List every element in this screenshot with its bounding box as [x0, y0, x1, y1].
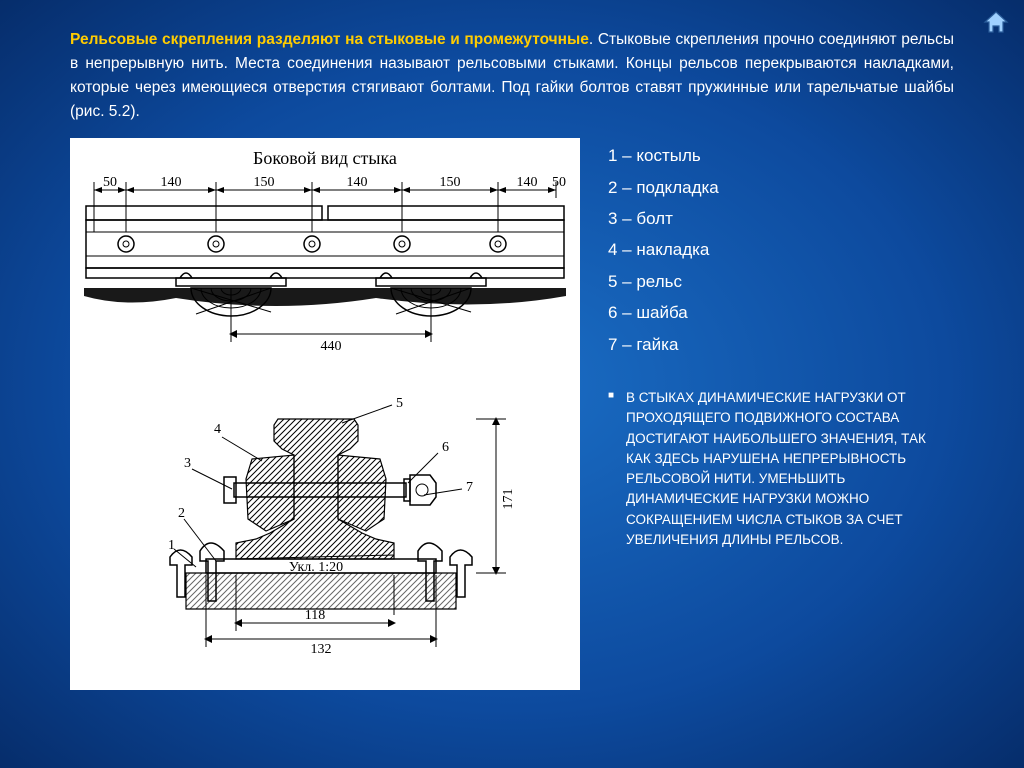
dim-label: 440	[321, 339, 342, 354]
intro-paragraph: Рельсовые скрепления разделяют на стыков…	[70, 28, 954, 124]
callout: 7	[466, 480, 473, 495]
legend-item: 1 – костыль	[608, 140, 954, 171]
home-icon[interactable]	[982, 8, 1010, 36]
legend-item: 2 – подкладка	[608, 172, 954, 203]
dim-label: 140	[517, 175, 538, 190]
diagram-panel: Боковой вид стыка	[70, 138, 580, 690]
callout: 5	[396, 396, 403, 411]
dim-label: 140	[161, 175, 182, 190]
legend-item: 3 – болт	[608, 203, 954, 234]
callout: 6	[442, 440, 449, 455]
dim-label: 118	[305, 608, 325, 623]
callout: 1	[168, 538, 175, 553]
dim-label: 150	[254, 175, 275, 190]
callout: 4	[214, 422, 221, 437]
legend-item: 5 – рельс	[608, 266, 954, 297]
note-text: В стыках динамические нагрузки от проход…	[608, 388, 954, 550]
dim-label: 50	[103, 175, 117, 190]
legend-item: 6 – шайба	[608, 297, 954, 328]
legend-item: 4 – накладка	[608, 234, 954, 265]
dim-label: 140	[347, 175, 368, 190]
callout: 3	[184, 456, 191, 471]
dim-label: 150	[440, 175, 461, 190]
dim-label: 50	[552, 175, 566, 190]
callout: 2	[178, 506, 185, 521]
dim-label: 171	[501, 489, 516, 510]
legend-item: 7 – гайка	[608, 329, 954, 360]
intro-highlight: Рельсовые скрепления разделяют на стыков…	[70, 31, 589, 48]
dim-label: 132	[311, 642, 332, 657]
diagram-title: Боковой вид стыка	[253, 148, 397, 168]
legend-list: 1 – костыль 2 – подкладка 3 – болт 4 – н…	[608, 140, 954, 360]
